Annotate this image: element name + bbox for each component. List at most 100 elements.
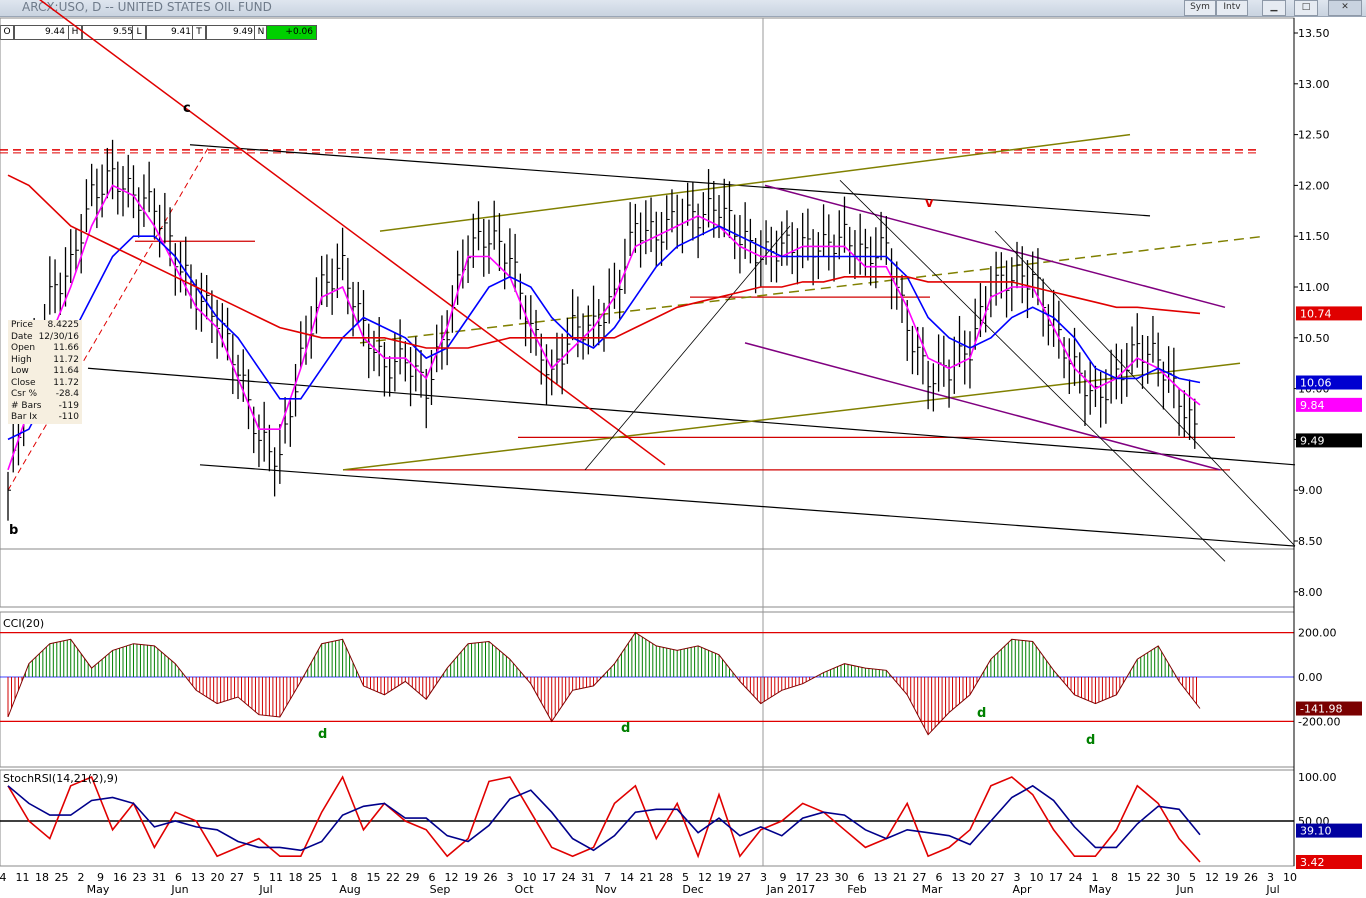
price-badge: 10.74: [1300, 307, 1332, 320]
price-tick-label: 8.00: [1298, 586, 1323, 599]
price-tick-label: 8.50: [1298, 535, 1323, 548]
x-month-label: Aug: [339, 883, 360, 896]
wave-label: d: [318, 727, 327, 742]
x-day-label: 31: [152, 871, 166, 884]
x-day-label: 8: [351, 871, 358, 884]
x-day-label: 15: [1127, 871, 1141, 884]
x-month-label: Jun: [170, 883, 188, 896]
x-day-label: 14: [620, 871, 634, 884]
x-day-label: 1: [1092, 871, 1099, 884]
x-day-label: 10: [1030, 871, 1044, 884]
channel-line: [359, 235, 1266, 344]
x-day-label: 6: [429, 871, 436, 884]
x-day-label: 18: [35, 871, 49, 884]
channel-line: [379, 133, 1131, 232]
x-day-label: 16: [113, 871, 127, 884]
sym-button[interactable]: Sym: [1184, 0, 1216, 16]
x-day-label: 21: [893, 871, 907, 884]
stoch-badge-bg: [1296, 854, 1362, 869]
x-day-label: 3: [1014, 871, 1021, 884]
price-tick-label: 12.50: [1298, 129, 1330, 142]
x-day-label: 6: [175, 871, 182, 884]
price-tick-label: 11.00: [1298, 281, 1330, 294]
x-day-label: 22: [1147, 871, 1161, 884]
fan-line: [994, 230, 1296, 547]
stochrsi-signal-line: [7, 784, 1201, 852]
x-day-label: 20: [211, 871, 225, 884]
low-label: L: [132, 25, 146, 40]
price-tick-label: 13.50: [1298, 27, 1330, 40]
x-day-label: 10: [1283, 871, 1297, 884]
x-day-label: 6: [858, 871, 865, 884]
x-day-label: 26: [484, 871, 498, 884]
close-icon[interactable]: ✕: [1328, 0, 1362, 16]
minimize-icon[interactable]: ▁: [1262, 0, 1286, 16]
fan-line: [839, 180, 1226, 562]
x-day-label: 28: [659, 871, 673, 884]
x-day-label: 13: [874, 871, 888, 884]
x-month-label: Sep: [430, 883, 451, 896]
price-badge: 10.06: [1300, 377, 1332, 390]
wave-label: d: [977, 706, 986, 721]
info-row: Csr % -28.4: [11, 389, 79, 399]
info-row: Date 12/30/16: [11, 331, 79, 342]
x-day-label: 13: [191, 871, 205, 884]
x-day-label: 29: [406, 871, 420, 884]
x-day-label: 7: [604, 871, 611, 884]
cci-tick-label: -200.00: [1298, 715, 1340, 728]
x-day-label: 27: [230, 871, 244, 884]
tick-label: T: [192, 25, 206, 40]
info-row: # Bars -119: [11, 400, 79, 411]
wave-label: c: [183, 101, 191, 116]
x-month-label: Mar: [922, 883, 943, 896]
price-tick-label: 11.50: [1298, 230, 1330, 243]
stoch-badge: 39.10: [1300, 825, 1332, 838]
x-day-label: 19: [718, 871, 732, 884]
info-panel: Price 8.4225 Date 12/30/16 Open 11.66 High 1…: [8, 320, 82, 424]
x-month-label: Jul: [258, 883, 272, 896]
maximize-icon[interactable]: □: [1294, 0, 1318, 16]
x-day-label: 27: [991, 871, 1005, 884]
x-day-label: 10: [523, 871, 537, 884]
price-badge-bg: [1296, 397, 1362, 412]
x-day-label: 27: [913, 871, 927, 884]
price-badge-bg: [1296, 375, 1362, 390]
wave-label: b: [9, 523, 18, 538]
x-day-label: 13: [952, 871, 966, 884]
intv-button[interactable]: Intv: [1216, 0, 1248, 16]
x-month-label: Nov: [595, 883, 617, 896]
price-tick-label: 12.00: [1298, 179, 1330, 192]
uptrend-line: [7, 144, 211, 491]
stoch-title: StochRSI(14,21(2),9): [3, 772, 118, 785]
price-panel-frame: [0, 17, 1295, 608]
x-day-label: 12: [698, 871, 712, 884]
x-day-label: 24: [562, 871, 576, 884]
stoch-tick-label: 100.00: [1298, 771, 1337, 784]
info-row: High 11.72: [11, 354, 79, 365]
wave-label: v: [925, 196, 934, 211]
info-row: Low 11.64: [11, 366, 79, 376]
x-day-label: 23: [815, 871, 829, 884]
cci-tick-label: 0.00: [1298, 671, 1323, 684]
cci-tick-label: 200.00: [1298, 627, 1337, 640]
x-day-label: 20: [971, 871, 985, 884]
trend-line: [199, 464, 1296, 547]
x-day-label: 5: [1189, 871, 1196, 884]
fan-line: [584, 225, 791, 471]
trend-line: [189, 144, 1151, 217]
open-value: 9.44: [14, 25, 69, 40]
x-month-label: Dec: [682, 883, 703, 896]
cci-badge: -141.98: [1300, 703, 1342, 716]
x-day-label: 19: [464, 871, 478, 884]
price-tick-label: 13.00: [1298, 78, 1330, 91]
x-day-label: 27: [737, 871, 751, 884]
x-day-label: 25: [308, 871, 322, 884]
x-day-label: 21: [640, 871, 654, 884]
price-tick-label: 10.50: [1298, 332, 1330, 345]
x-month-label: Apr: [1012, 883, 1032, 896]
x-month-label: May: [1089, 883, 1112, 896]
fast-ma-line: [7, 184, 1201, 471]
wave-label: d: [621, 721, 630, 736]
wave-label: d: [1086, 733, 1095, 748]
price-badge-bg: [1296, 433, 1362, 448]
